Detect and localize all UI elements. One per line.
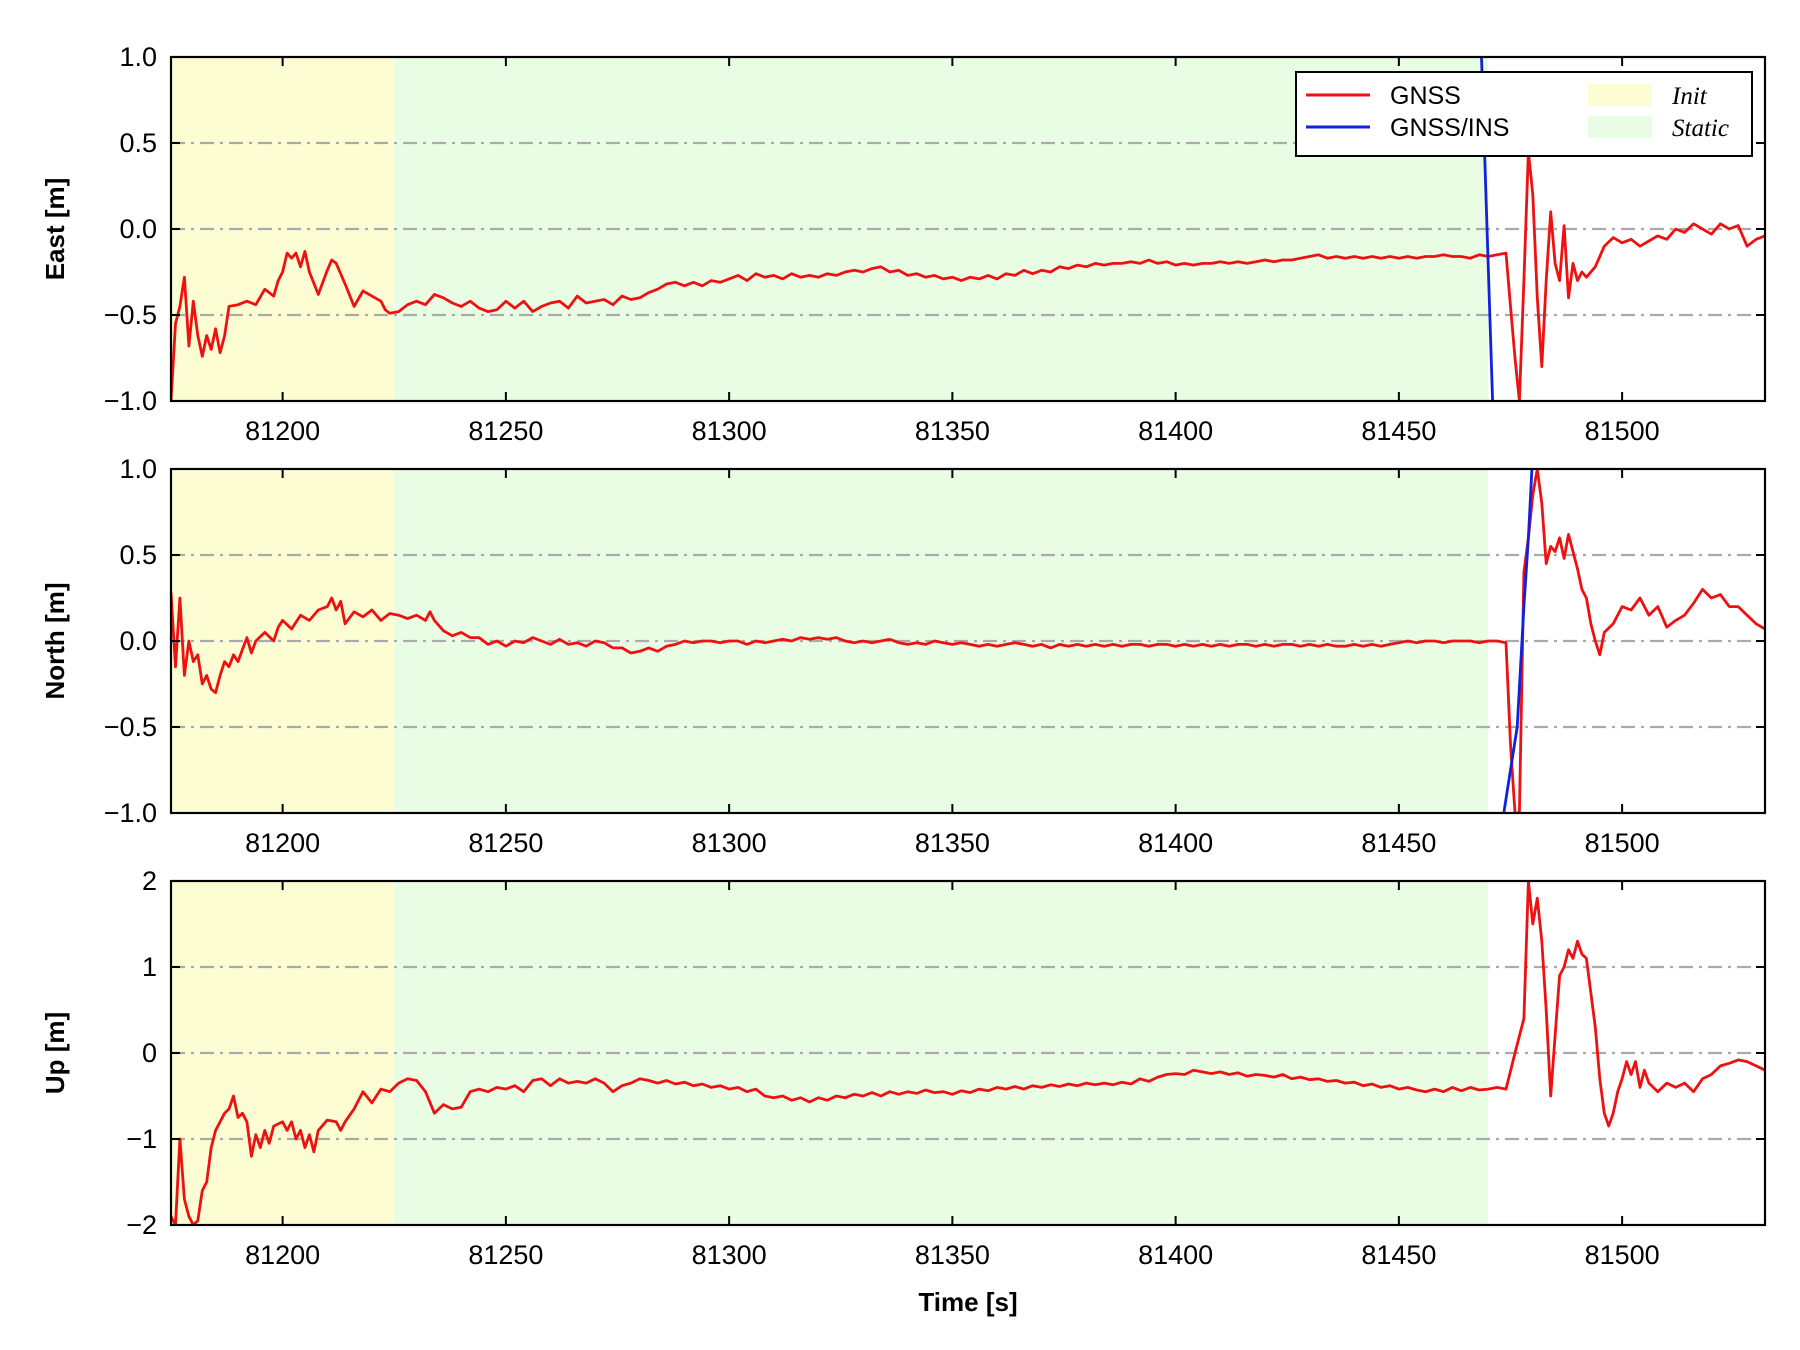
legend: GNSS GNSS/INS Init Static [1295,71,1753,157]
series-group [171,881,1765,1225]
legend-patch-static [1588,116,1652,138]
y-tick-label: −0.5 [104,712,157,742]
y-tick-label: −2 [126,1210,157,1240]
y-tick-label: 0.0 [119,626,157,656]
y-tick-label: 0.5 [119,540,157,570]
legend-patch-init [1588,84,1652,106]
x-tick-label: 81250 [468,1240,543,1270]
chart-panel-2: 81200 81250 81300 81350 81400 81450 81500 −1.0 −… [40,454,1767,858]
x-tick-label: 81500 [1585,416,1660,446]
series-line-gnss [171,150,1765,401]
x-tick-label: 81500 [1585,828,1660,858]
chart-panel-3: 81200 81250 81300 81350 81400 81450 81500 −2 −1 0… [40,866,1767,1317]
chart-panel-1: 81200 81250 81300 81350 81400 81450 81500 −1.0 −… [40,42,1767,446]
y-tick-label: 0.0 [119,214,157,244]
x-axis-label: Time [s] [918,1287,1017,1317]
legend-label: GNSS [1390,82,1461,110]
y-axis-label: North [m] [40,583,70,700]
x-tick-label: 81200 [245,828,320,858]
y-axis-label: East [m] [40,178,70,281]
x-tick-label: 81450 [1361,416,1436,446]
series-line-gnss-ins [1502,469,1534,813]
y-axis-label: Up [m] [40,1012,70,1094]
x-tick-label: 81450 [1361,828,1436,858]
x-tick-label: 81350 [915,828,990,858]
x-tick-label: 81300 [692,828,767,858]
x-tick-label: 81200 [245,1240,320,1270]
legend-label: GNSS/INS [1390,114,1509,142]
y-tick-label: −1.0 [104,798,157,828]
y-tick-label: 1.0 [119,454,157,484]
y-tick-label: 0.5 [119,128,157,158]
x-tick-label: 81350 [915,416,990,446]
x-tick-label: 81250 [468,828,543,858]
y-tick-label: 1.0 [119,42,157,72]
legend-label: Static [1672,115,1729,142]
x-tick-label: 81350 [915,1240,990,1270]
y-tick-label: −0.5 [104,300,157,330]
x-tick-label: 81300 [692,1240,767,1270]
x-tick-label: 81400 [1138,1240,1213,1270]
x-tick-label: 81400 [1138,416,1213,446]
x-tick-label: 81200 [245,416,320,446]
x-tick-label: 81250 [468,416,543,446]
legend-box [1295,71,1753,157]
x-tick-label: 81300 [692,416,767,446]
legend-label: Init [1671,83,1708,110]
chart-panels: 81200 81250 81300 81350 81400 81450 81500 −1.0 −… [40,42,1767,1317]
x-tick-label: 81450 [1361,1240,1436,1270]
y-tick-label: 0 [142,1038,157,1068]
y-tick-label: 2 [142,866,157,896]
x-tick-label: 81400 [1138,828,1213,858]
series-line-gnss [171,881,1765,1225]
y-tick-label: −1 [126,1124,157,1154]
series-group [171,469,1765,813]
series-line-gnss [171,469,1765,813]
x-tick-label: 81500 [1585,1240,1660,1270]
y-tick-label: −1.0 [104,386,157,416]
y-tick-label: 1 [142,952,157,982]
